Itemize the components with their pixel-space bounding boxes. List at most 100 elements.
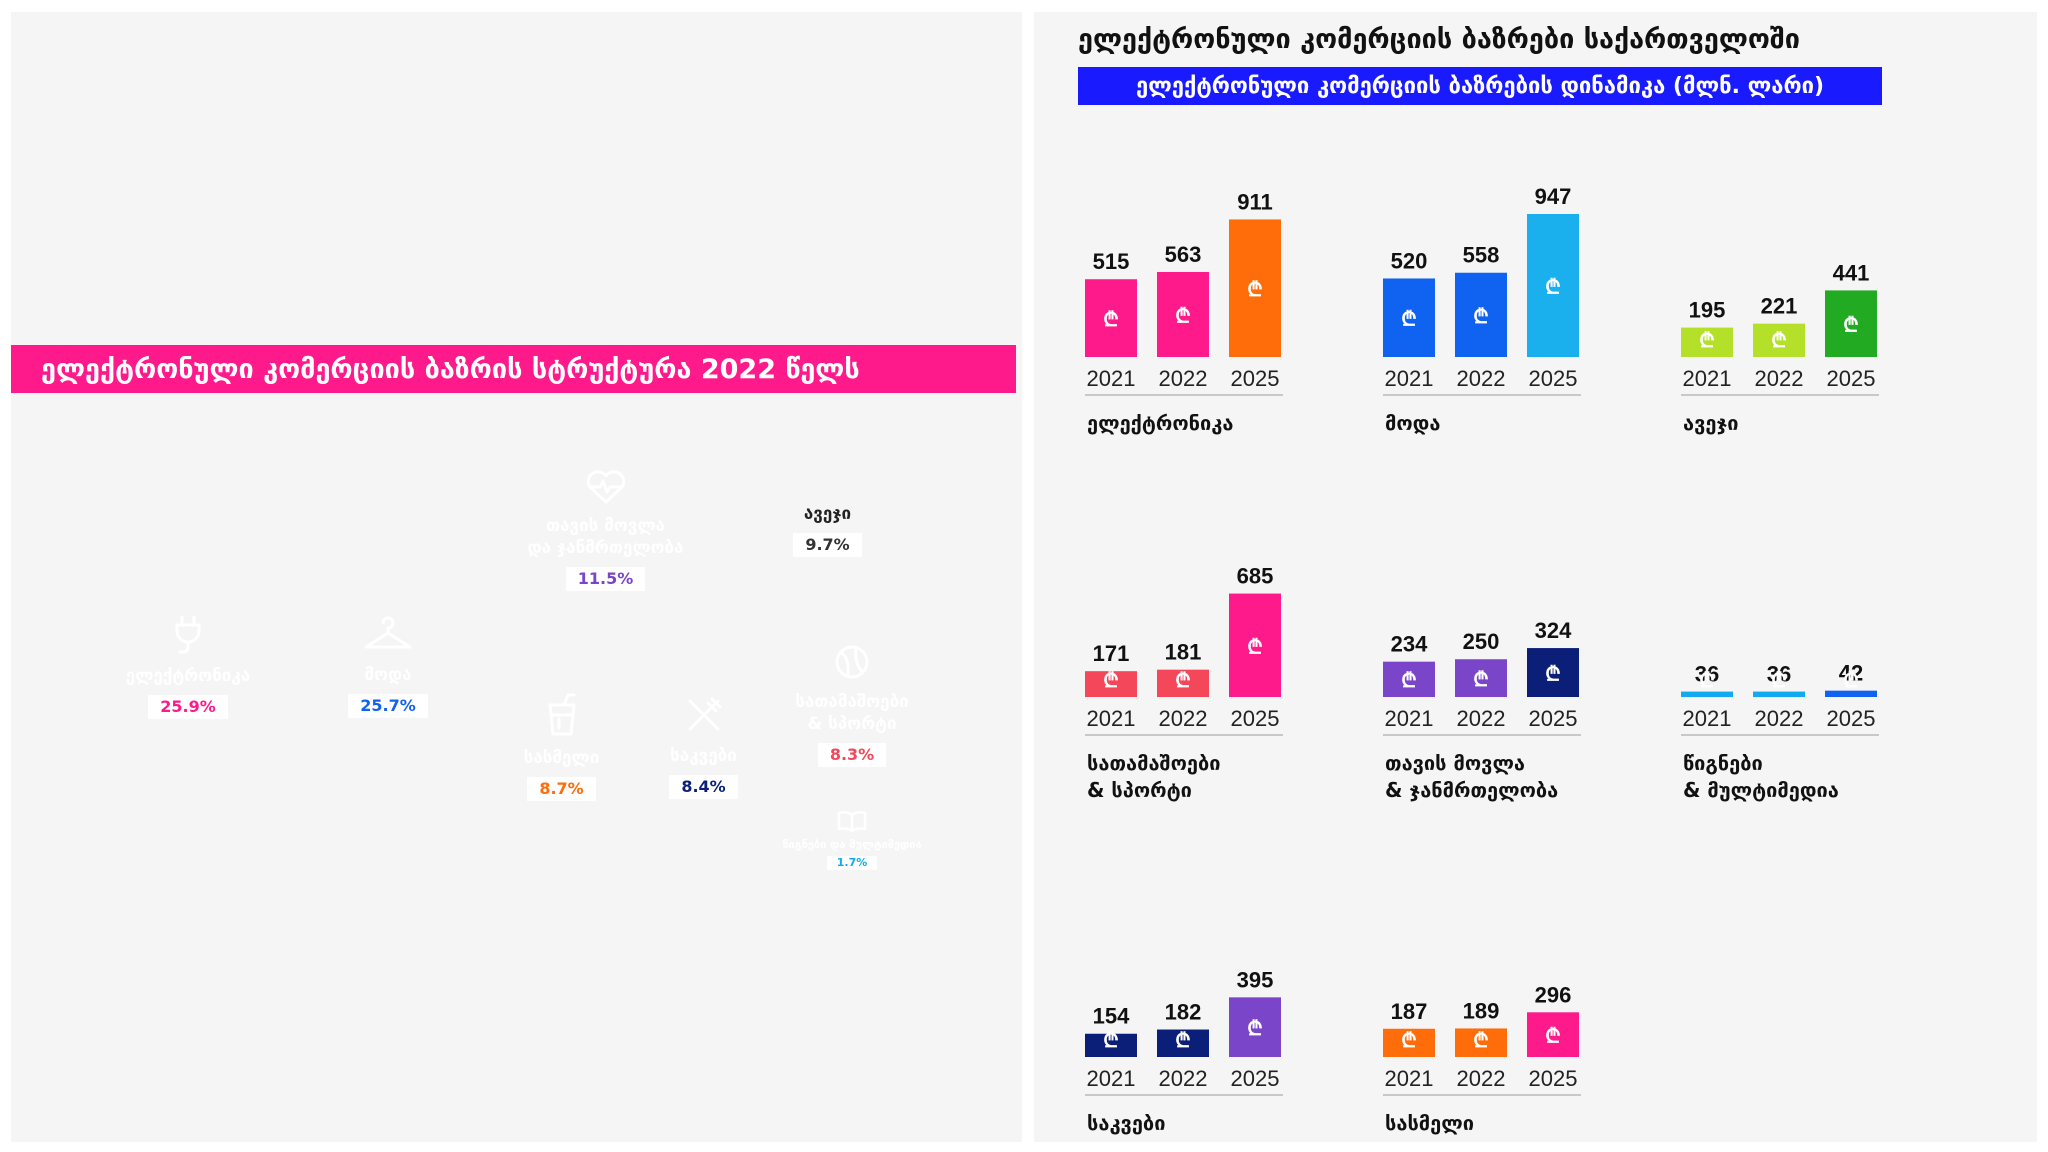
ball-icon [833,643,871,685]
bar [1157,271,1209,357]
book-icon [837,810,867,836]
bar [1383,278,1435,357]
bar-value-label: 515 [1093,249,1130,274]
year-tick-label: 2025 [1231,1066,1280,1091]
year-tick-label: 2022 [1457,706,1506,731]
bar [1527,214,1579,357]
panel-category-label: წიგნები [1683,751,1763,775]
tile-label: სასმელი [523,747,600,768]
page-title: ელექტრონული კომერციის ბაზრები საქართველო… [1078,24,1800,55]
treemap-title: ელექტრონული კომერციის ბაზრის სტრუქტურა 2… [11,345,1016,393]
year-tick-label: 2021 [1683,366,1732,391]
bar-value-label: 187 [1391,999,1428,1024]
lari-icon: ₾ [1401,1028,1416,1052]
bar-value-label: 947 [1535,184,1572,209]
heart-pulse-icon [584,469,628,509]
bar [1455,1028,1507,1057]
panel-category-label: & ჯანმრთელობა [1385,778,1558,802]
lari-icon: ₾ [1103,1028,1118,1052]
year-tick-label: 2021 [1683,706,1732,731]
tile-personal-care: თავის მოვლა და ჯანმრთელობა 11.5% [491,452,720,607]
bar [1681,327,1733,357]
year-tick-label: 2025 [1231,706,1280,731]
panel-category-label: & სპორტი [1087,778,1192,802]
bar-value-label: 181 [1165,640,1202,665]
bar-value-label: 42 [1839,661,1863,686]
tile-value: 8.3% [817,742,887,767]
bar [1085,279,1137,357]
tile-value: 1.7% [826,855,878,870]
tile-toys-sports: სათამაშოები & სპორტი 8.3% [775,614,929,795]
year-tick-label: 2021 [1087,1066,1136,1091]
tile-label: მოდა [364,664,412,685]
lari-icon: ₾ [1103,307,1118,331]
bar-value-label: 195 [1689,298,1726,323]
year-tick-label: 2025 [1827,366,1876,391]
bar [1455,659,1507,697]
tile-drinks: სასმელი 8.7% [491,614,632,879]
bar-value-label: 395 [1237,967,1274,992]
year-tick-label: 2025 [1529,1066,1578,1091]
bar [1157,669,1209,697]
lari-icon: ₾ [1545,1024,1560,1048]
bar-value-label: 171 [1093,641,1130,666]
bar-value-label: 441 [1833,260,1870,285]
panel-category-label: სათამაშოები [1087,751,1221,775]
year-tick-label: 2022 [1159,366,1208,391]
panel-category-label: ელექტრონიკა [1087,411,1233,435]
tile-label: თავის მოვლა და ჯანმრთელობა [527,515,684,558]
year-tick-label: 2022 [1755,706,1804,731]
tile-fashion: მოდა 25.7% [291,452,485,879]
bar [1229,997,1281,1057]
plug-icon [168,613,208,659]
bar-value-label: 250 [1463,629,1500,654]
bar-value-label: 911 [1237,189,1273,214]
bar [1527,1012,1579,1057]
bar [1527,648,1579,697]
tile-value: 9.7% [793,532,862,557]
year-tick-label: 2022 [1457,366,1506,391]
bar [1825,690,1877,697]
bar [1455,272,1507,357]
tile-furniture: ავეჯი 9.7% [726,452,929,607]
lari-icon: ₾ [1843,668,1858,692]
tile-value: 25.9% [148,694,228,719]
lari-icon: ₾ [1247,277,1262,301]
lari-icon: ₾ [1699,328,1714,352]
tile-label: საკვები [670,745,737,766]
tile-value: 11.5% [565,566,646,591]
year-tick-label: 2021 [1385,1066,1434,1091]
hanger-icon [362,614,414,658]
bar [1383,1028,1435,1057]
fork-knife-icon [684,695,724,739]
bar [1085,671,1137,697]
lari-icon: ₾ [1473,304,1488,328]
treemap-panel [11,12,1022,1142]
lari-icon: ₾ [1699,668,1714,692]
panel-category-label: საკვები [1087,1111,1165,1135]
bar-value-label: 221 [1761,294,1798,319]
lari-icon: ₾ [1473,1028,1488,1052]
year-tick-label: 2025 [1529,706,1578,731]
tile-value: 25.7% [348,693,428,718]
year-tick-label: 2022 [1755,366,1804,391]
tile-label: ელექტრონიკა [125,665,251,686]
year-tick-label: 2021 [1087,706,1136,731]
bar-value-label: 189 [1463,998,1500,1023]
chart-subtitle: ელექტრონული კომერციის ბაზრების დინამიკა … [1078,67,1882,105]
bar [1753,323,1805,357]
lari-icon: ₾ [1175,668,1190,692]
bar [1229,593,1281,697]
bar [1825,290,1877,357]
year-tick-label: 2025 [1529,366,1578,391]
lari-icon: ₾ [1843,313,1858,337]
lari-icon: ₾ [1401,307,1416,331]
lari-icon: ₾ [1103,668,1118,692]
panel-category-label: ავეჯი [1683,411,1739,435]
drink-cup-icon [544,693,580,741]
year-tick-label: 2025 [1231,366,1280,391]
panel-category-label: სასმელი [1385,1111,1474,1135]
bar [1383,661,1435,697]
panel-category-label: თავის მოვლა [1385,751,1525,775]
